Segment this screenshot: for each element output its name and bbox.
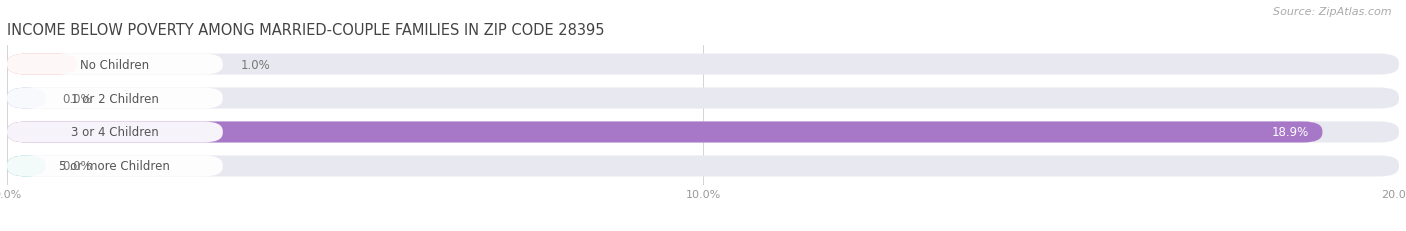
Text: Source: ZipAtlas.com: Source: ZipAtlas.com [1274, 7, 1392, 17]
Text: 1 or 2 Children: 1 or 2 Children [70, 92, 159, 105]
Text: 5 or more Children: 5 or more Children [59, 160, 170, 173]
Text: 3 or 4 Children: 3 or 4 Children [72, 126, 159, 139]
FancyBboxPatch shape [7, 156, 45, 177]
FancyBboxPatch shape [7, 54, 1399, 75]
FancyBboxPatch shape [7, 122, 222, 143]
Text: No Children: No Children [80, 58, 149, 71]
FancyBboxPatch shape [7, 88, 45, 109]
FancyBboxPatch shape [7, 156, 222, 177]
FancyBboxPatch shape [7, 122, 1399, 143]
Text: 0.0%: 0.0% [63, 160, 93, 173]
Text: INCOME BELOW POVERTY AMONG MARRIED-COUPLE FAMILIES IN ZIP CODE 28395: INCOME BELOW POVERTY AMONG MARRIED-COUPL… [7, 23, 605, 38]
Text: 1.0%: 1.0% [240, 58, 270, 71]
FancyBboxPatch shape [7, 88, 222, 109]
Text: 18.9%: 18.9% [1271, 126, 1309, 139]
FancyBboxPatch shape [7, 88, 1399, 109]
Text: 0.0%: 0.0% [63, 92, 93, 105]
FancyBboxPatch shape [7, 54, 77, 75]
FancyBboxPatch shape [7, 122, 1323, 143]
FancyBboxPatch shape [7, 156, 1399, 177]
FancyBboxPatch shape [7, 54, 222, 75]
